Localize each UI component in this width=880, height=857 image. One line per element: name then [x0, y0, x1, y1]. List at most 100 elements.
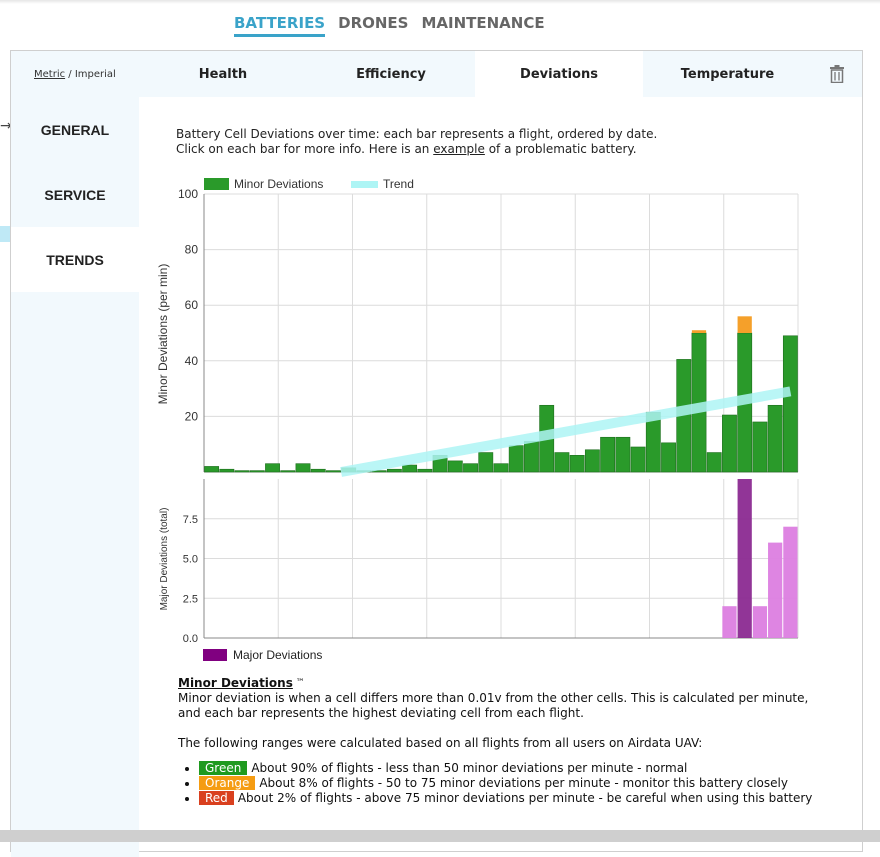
minor-deviation-bar [493, 463, 509, 473]
range-text-orange: About 8% of flights - 50 to 75 minor dev… [259, 776, 788, 790]
minor-deviation-bar [615, 436, 631, 473]
minor-deviation-bar [600, 436, 616, 473]
range-text-red: About 2% of flights - above 75 minor dev… [237, 791, 813, 805]
ranges-intro: The following ranges were calculated bas… [178, 736, 703, 750]
major-y-axis-label: Major Deviations (total) [159, 508, 170, 611]
minor-deviation-bar [386, 468, 402, 473]
minor-y-tick-label: 80 [185, 243, 199, 257]
minor-deviation-bar [417, 468, 433, 473]
minor-deviation-bar [508, 445, 524, 473]
nav-maintenance[interactable]: MAINTENANCE [421, 14, 545, 32]
major-deviation-bar [768, 542, 783, 638]
minor-deviation-bar [463, 463, 478, 473]
deviations-chart: Minor Deviations Trend Minor Deviations … [156, 177, 799, 645]
sidebar-item-service[interactable]: SERVICE [44, 186, 106, 203]
minor-deviation-bar [219, 468, 235, 473]
minor-deviation-bar [402, 464, 418, 473]
minor-y-tick-label: 100 [178, 187, 198, 201]
minor-deviation-bar [554, 452, 570, 473]
legend-label-major: Major Deviations [233, 648, 323, 662]
major-y-tick-label: 7.5 [183, 514, 198, 526]
trash-icon [830, 65, 844, 83]
example-link[interactable]: example [433, 142, 485, 156]
top-shadow [0, 0, 880, 4]
description-line-1: Battery Cell Deviations over time: each … [176, 127, 658, 141]
minor-deviation-bar [661, 442, 676, 473]
major-deviation-bar [752, 606, 768, 638]
legend-major: Major Deviations [203, 648, 322, 662]
minor-deviation-bar [752, 421, 768, 473]
minor-deviation-bar [280, 470, 296, 473]
minor-deviation-bar [767, 404, 783, 473]
legend-swatch-trend [351, 181, 378, 188]
major-deviation-bar [737, 479, 752, 638]
info-body-2: and each bar represents the highest devi… [178, 706, 584, 720]
chart-description: Battery Cell Deviations over time: each … [176, 127, 657, 157]
minor-deviation-bar [326, 470, 341, 473]
legend-label-minor: Minor Deviations [234, 177, 323, 191]
unit-separator: / [65, 68, 75, 80]
minor-deviation-bar [295, 463, 311, 473]
top-nav: BATTERIES DRONES MAINTENANCE [234, 14, 545, 37]
minor-deviation-bar [524, 441, 539, 473]
green-badge: Green [199, 761, 248, 775]
major-y-tick-label: 0.0 [183, 633, 198, 645]
minor-y-tick-label: 60 [185, 298, 199, 312]
tab-health[interactable]: Health [139, 51, 307, 97]
scroll-indicator [0, 226, 10, 242]
major-y-tick-label: 5.0 [183, 554, 198, 566]
minor-deviation-bar [722, 414, 737, 473]
description-text-end: of a problematic battery. [484, 142, 637, 156]
minor-y-tick-label: 40 [185, 354, 199, 368]
orange-deviation-bar [691, 330, 707, 333]
trash-button[interactable] [812, 51, 862, 97]
tab-efficiency[interactable]: Efficiency [307, 51, 475, 97]
minor-y-tick-label: 20 [185, 409, 199, 423]
nav-batteries[interactable]: BATTERIES [234, 14, 326, 37]
minor-deviation-bar [706, 452, 722, 473]
sidebar-item-trends[interactable]: TRENDS [11, 227, 139, 292]
sidebar-item-general[interactable]: GENERAL [40, 121, 110, 138]
red-badge: Red [199, 791, 234, 805]
minor-deviation-bar [310, 468, 326, 473]
minor-deviation-bar [569, 455, 585, 473]
minor-deviation-bar [204, 466, 220, 473]
minor-deviation-bar [249, 470, 265, 473]
minor-deviation-bar [234, 470, 250, 473]
arrow-right-icon[interactable]: → [0, 118, 12, 134]
minor-deviation-bar [584, 449, 600, 473]
minor-deviation-bar [447, 460, 463, 473]
orange-badge: Orange [199, 776, 256, 790]
legend-swatch-major [203, 649, 227, 661]
orange-deviation-bar [737, 316, 752, 333]
description-text: Click on each bar for more info. Here is… [176, 142, 434, 156]
trend-line [340, 386, 792, 477]
tab-deviations[interactable]: Deviations [475, 51, 643, 97]
range-text-green: About 90% of flights - less than 50 mino… [251, 761, 688, 775]
info-section: Minor Deviations ™ Minor deviation is wh… [178, 676, 828, 806]
horizontal-scrollbar[interactable] [0, 830, 880, 842]
unit-toggle: Metric / Imperial [11, 51, 139, 97]
minor-deviation-bar [265, 463, 280, 473]
major-deviation-bar [722, 606, 737, 638]
major-deviation-bar [783, 526, 798, 638]
metric-link[interactable]: Metric [34, 68, 66, 80]
imperial-link[interactable]: Imperial [74, 68, 116, 80]
legend-label-trend: Trend [383, 177, 414, 191]
tab-temperature[interactable]: Temperature [643, 51, 812, 97]
info-title: Minor Deviations [178, 676, 293, 690]
major-y-tick-label: 2.5 [183, 593, 198, 605]
minor-y-axis-label: Minor Deviations (per min) [156, 264, 170, 405]
description-line-2: Click on each bar for more info. Here is… [176, 142, 657, 157]
trademark: ™ [292, 678, 305, 688]
legend-swatch-minor [204, 178, 229, 190]
sidebar: GENERAL SERVICE TRENDS [11, 97, 139, 857]
minor-deviation-bar [782, 335, 798, 473]
minor-deviation-bar [478, 452, 494, 473]
nav-drones[interactable]: DRONES [338, 14, 409, 32]
info-body-1: Minor deviation is when a cell differs m… [178, 691, 809, 705]
